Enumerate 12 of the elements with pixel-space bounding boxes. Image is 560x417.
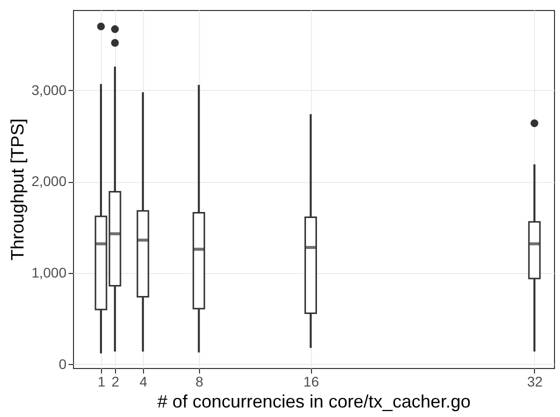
y-tick-label: 3,000 xyxy=(31,82,67,98)
x-tick-label: 32 xyxy=(527,374,543,390)
x-tick-label: 2 xyxy=(112,374,120,390)
y-tick-label: 2,000 xyxy=(31,173,67,190)
x-tick-label: 1 xyxy=(98,374,106,390)
y-tick-label: 0 xyxy=(58,356,67,372)
x-axis-title: # of concurrencies in core/tx_cacher.go xyxy=(157,392,471,412)
y-axis-title: Throughput [TPS] xyxy=(7,118,28,261)
x-tick-label: 16 xyxy=(303,374,320,390)
y-tick-label: 1,000 xyxy=(31,264,67,281)
x-tick-label: 4 xyxy=(140,374,148,390)
x-tick-label: 8 xyxy=(195,374,204,390)
